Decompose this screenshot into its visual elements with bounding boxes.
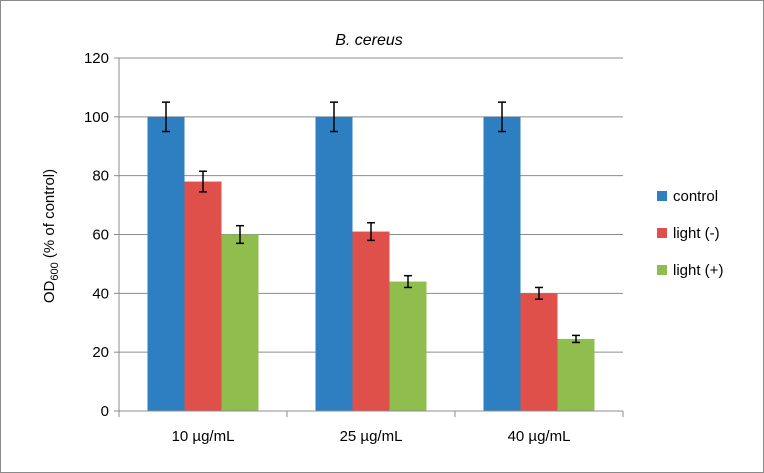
bar-light- bbox=[557, 338, 595, 411]
y-tick-label: 0 bbox=[101, 403, 109, 420]
y-tick-label: 100 bbox=[84, 109, 109, 126]
chart-title: B. cereus bbox=[335, 32, 403, 49]
error-bars bbox=[162, 101, 580, 344]
x-tick-label: 40 µg/mL bbox=[508, 428, 571, 445]
y-tick-label: 80 bbox=[92, 168, 109, 185]
y-tick-label: 20 bbox=[92, 344, 109, 361]
legend-label: light (-) bbox=[673, 225, 720, 242]
x-tick-label: 25 µg/mL bbox=[340, 428, 403, 445]
x-tick-labels: 10 µg/mL 25 µg/mL 40 µg/mL bbox=[172, 428, 571, 445]
y-axis-label-prefix: OD bbox=[41, 280, 58, 303]
bars bbox=[147, 116, 595, 411]
legend: control light (-) light (+) bbox=[657, 188, 723, 279]
bar-light- bbox=[221, 234, 259, 411]
y-tick-label: 60 bbox=[92, 227, 109, 244]
y-tick-label: 40 bbox=[92, 285, 109, 302]
legend-label: control bbox=[673, 188, 718, 205]
y-axis-label-subscript: 600 bbox=[49, 262, 61, 280]
bar-control bbox=[147, 116, 185, 411]
y-axis-label: OD600 (% of control) bbox=[41, 169, 61, 303]
bar-light- bbox=[389, 281, 427, 411]
y-tick-labels: 0 20 40 60 80 100 120 bbox=[84, 50, 109, 420]
bar-control bbox=[483, 116, 521, 411]
y-axis-label-suffix: (% of control) bbox=[41, 169, 58, 262]
legend-swatch bbox=[657, 265, 667, 275]
x-tick-label: 10 µg/mL bbox=[172, 428, 235, 445]
y-tick-label: 120 bbox=[84, 50, 109, 67]
bar-light- bbox=[352, 231, 390, 411]
bar-control bbox=[315, 116, 353, 411]
axes bbox=[114, 57, 624, 417]
legend-swatch bbox=[657, 228, 667, 238]
bar-light- bbox=[184, 181, 222, 411]
legend-swatch bbox=[657, 191, 667, 201]
bar-light- bbox=[520, 293, 558, 411]
legend-label: light (+) bbox=[673, 262, 723, 279]
